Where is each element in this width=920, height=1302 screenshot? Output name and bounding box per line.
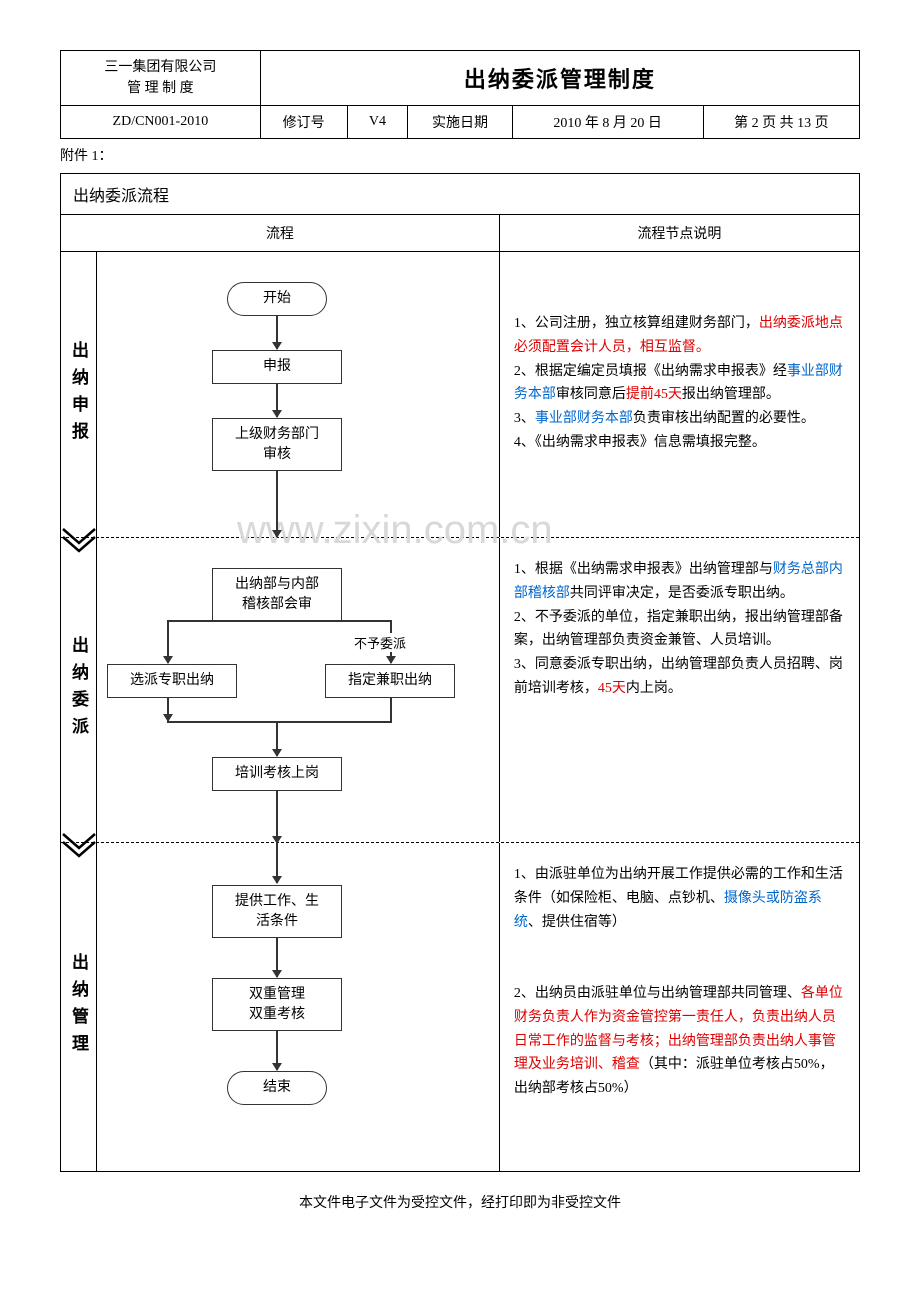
node-assign: 指定兼职出纳 [325,664,455,698]
node-review: 上级财务部门 审核 [212,418,342,471]
arrow [276,843,278,883]
line [390,696,392,721]
company-cell: 三一集团有限公司 管 理 制 度 [61,51,261,106]
node-select: 选派专职出纳 [107,664,237,698]
flow-col-3: 提供工作、生 活条件 双重管理 双重考核 结束 [97,843,500,1171]
node-provide: 提供工作、生 活条件 [212,885,342,938]
chevron-icon [61,527,97,551]
arrow [276,314,278,349]
arrow [276,790,278,843]
node-train: 培训考核上岗 [212,757,342,791]
company-line1: 三一集团有限公司 [69,57,252,78]
node-joint: 出纳部与内部 稽核部会审 [212,568,342,621]
flow-col-2: www.zixin.com.cn 出纳部与内部 稽核部会审 不予委派 选派专职出… [97,538,500,842]
doc-title: 出纳委派管理制度 [260,51,859,106]
flow-title: 出纳委派流程 [61,174,859,214]
attachment-label: 附件 1： [60,145,860,165]
footer-note: 本文件电子文件为受控文件，经打印即为非受控文件 [60,1192,860,1212]
section-label-2: 出纳委派 [61,538,97,842]
desc-col-3: 1、由派驻单位为出纳开展工作提供必需的工作和生活条件（如保险柜、电脑、点钞机、摄… [500,843,859,1171]
desc-text-1: 1、公司注册，独立核算组建财务部门，出纳委派地点必须配置会计人员，相互监督。 2… [514,312,845,455]
node-start: 开始 [227,282,327,316]
doc-code: ZD/CN001-2010 [61,106,261,139]
line [167,721,392,723]
rev-value: V4 [347,106,408,139]
page-info: 第 2 页 共 13 页 [703,106,859,139]
col-header-flow: 流程 [61,215,500,251]
arrow [276,721,278,756]
section-shenbao: 出纳申报 开始 申报 上级财务部门 审核 1、公司注册，独立核算组建财务部门，出… [61,252,859,537]
desc-text-3: 1、由派驻单位为出纳开展工作提供必需的工作和生活条件（如保险柜、电脑、点钞机、摄… [514,863,845,1101]
line [167,696,169,721]
desc-col-2: 1、根据《出纳需求申报表》出纳管理部与财务总部内部稽核部共同评审决定，是否委派专… [500,538,859,842]
flowchart-container: 出纳委派流程 流程 流程节点说明 出纳申报 开始 申报 上级财务部门 审核 1、… [60,173,860,1172]
document-header: 三一集团有限公司 管 理 制 度 出纳委派管理制度 ZD/CN001-2010 … [60,50,860,139]
date-label: 实施日期 [408,106,512,139]
node-apply: 申报 [212,350,342,384]
node-dual: 双重管理 双重考核 [212,978,342,1031]
section-guanli: 出纳管理 提供工作、生 活条件 双重管理 双重考核 结束 1、由派驻单位为出纳开… [61,842,859,1172]
flow-col-1: 开始 申报 上级财务部门 审核 [97,252,500,537]
col-header-desc: 流程节点说明 [500,215,859,251]
arrow [276,937,278,977]
arrow [276,1030,278,1070]
arrow [276,470,278,537]
desc-col-1: 1、公司注册，独立核算组建财务部门，出纳委派地点必须配置会计人员，相互监督。 2… [500,252,859,537]
node-end: 结束 [227,1071,327,1105]
date-value: 2010 年 8 月 20 日 [512,106,703,139]
section-weipai: 出纳委派 www.zixin.com.cn 出纳部与内部 稽核部会审 不予委派 … [61,537,859,842]
chevron-icon [61,832,97,856]
section-label-1: 出纳申报 [61,252,97,537]
arrow [276,382,278,417]
company-line2: 管 理 制 度 [69,78,252,99]
rev-label: 修订号 [260,106,347,139]
label-reject: 不予委派 [352,633,408,652]
flow-header-row: 流程 流程节点说明 [61,214,859,252]
section-label-3: 出纳管理 [61,843,97,1171]
desc-text-2: 1、根据《出纳需求申报表》出纳管理部与财务总部内部稽核部共同评审决定，是否委派专… [514,558,845,701]
arrow [167,620,169,663]
